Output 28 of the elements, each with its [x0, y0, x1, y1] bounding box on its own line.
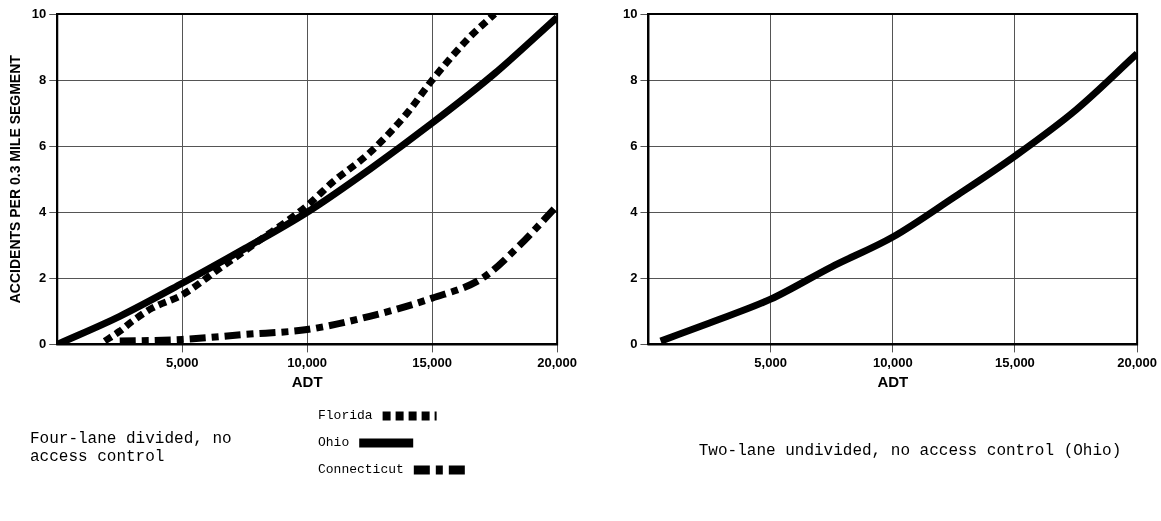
y-tick-label: 2 — [39, 269, 47, 285]
y-tick-label: 10 — [31, 5, 47, 21]
x-tick-label: 15,000 — [995, 354, 1035, 370]
x-tick-label: 5,000 — [754, 354, 787, 370]
x-tick-label: 20,000 — [537, 354, 577, 370]
x-tick-label: 15,000 — [412, 354, 453, 370]
y-tick-label: 4 — [39, 203, 48, 219]
x-tick-label: 10,000 — [872, 354, 913, 370]
legend-label: Ohio — [318, 435, 350, 451]
y-tick-label: 0 — [39, 335, 47, 351]
x-tick-label: 5,000 — [165, 354, 199, 370]
legend-label: Connecticut — [318, 462, 404, 478]
y-tick-label: 4 — [630, 203, 639, 219]
y-tick-label: 6 — [39, 137, 47, 153]
y-tick-label: 2 — [630, 269, 638, 285]
y-tick-label: 8 — [39, 71, 47, 87]
legend-label: Florida — [318, 408, 373, 424]
y-tick-label: 0 — [630, 335, 638, 351]
y-tick-label: 6 — [630, 137, 638, 153]
y-tick-label: 10 — [622, 5, 638, 21]
x-tick-label: 20,000 — [1117, 354, 1157, 370]
x-axis-title: ADT — [291, 373, 323, 391]
text: Four-lane divided, no access control — [30, 430, 233, 466]
text: Two-lane undivided, no access control (Ohio) — [697, 442, 1123, 460]
x-axis-title: ADT — [877, 373, 909, 391]
y-tick-label: 8 — [630, 71, 638, 87]
y-axis-title: ACCIDENTS PER 0.3 MILE SEGMENT — [7, 54, 24, 304]
x-tick-label: 10,000 — [287, 354, 328, 370]
